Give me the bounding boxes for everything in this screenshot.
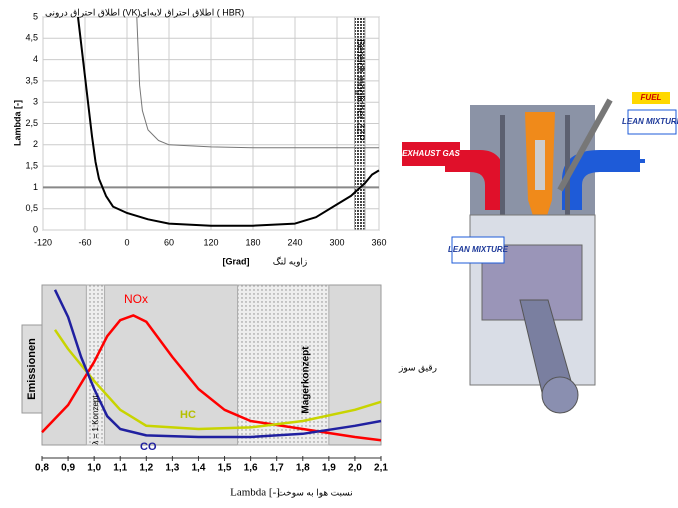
y-tick-label: 1 <box>33 182 38 192</box>
y-tick-label: 2 <box>33 139 38 149</box>
x-tick-label: 2,0 <box>348 463 362 474</box>
x-label-fa: نسبت هوا به سوخت <box>277 487 352 498</box>
crank <box>541 376 579 414</box>
legend-label: اطلاق احتراق لایه‌ای ( HBR) <box>140 7 244 18</box>
x-tick-label: 1,6 <box>244 463 258 474</box>
annotation: Magerkonzept <box>301 346 312 414</box>
label: EXHAUST GAS <box>402 149 460 158</box>
x-tick-label: 1,5 <box>218 463 232 474</box>
x-tick-label: 2,1 <box>374 463 388 474</box>
y-tick-label: 4 <box>33 54 38 64</box>
annotation: رقیق سوز <box>398 362 437 373</box>
x-tick-label: 0,8 <box>35 463 49 474</box>
engine-diagram: EXHAUST GAS FUEL LEAN MIXTURE LEAN MIXTU… <box>402 92 678 414</box>
x-tick-label: 360 <box>371 237 386 247</box>
x-label-fa: زاویه لنگ <box>273 255 308 267</box>
y-tick-label: 0,5 <box>25 203 38 213</box>
y-tick-label: 5 <box>33 11 38 21</box>
series-line <box>53 289 382 439</box>
x-tick-label: 1,4 <box>192 463 206 474</box>
label: FUEL <box>641 93 662 102</box>
x-tick-label: 1,1 <box>113 463 127 474</box>
label: LEAN MIXTURE <box>622 117 678 126</box>
region-label: Bereich möglicher ZZP <box>354 39 365 141</box>
x-tick-label: 1,9 <box>322 463 336 474</box>
y-tick-label: 3 <box>33 97 38 107</box>
y-label-box <box>21 324 43 414</box>
intake-port <box>562 150 640 210</box>
y-tick-label: 1,5 <box>25 160 38 170</box>
x-tick-label: 1,0 <box>87 463 101 474</box>
series-line <box>136 16 379 149</box>
valve <box>500 115 505 215</box>
series-label: CO <box>140 441 157 453</box>
series-label: HC <box>180 409 196 421</box>
label: LEAN MIXTURE <box>448 245 509 254</box>
x-tick-label: 1,8 <box>296 463 310 474</box>
label-box <box>632 92 670 104</box>
valve <box>565 115 570 215</box>
series-line <box>77 16 380 227</box>
label-box <box>451 236 505 264</box>
y-tick-label: 4,5 <box>25 33 38 43</box>
legend-label: اطلاق احتراق درونی (VK) <box>45 7 140 18</box>
x-tick-label: 0 <box>124 237 129 247</box>
x-tick-label: 180 <box>245 237 260 247</box>
annotation: λ = 1 Konzept <box>91 395 100 445</box>
series-line <box>41 314 382 442</box>
x-label: Lambda [-] <box>230 487 280 499</box>
x-tick-label: 1,3 <box>165 463 179 474</box>
x-tick-label: 60 <box>164 237 174 247</box>
spark-plug <box>535 140 545 190</box>
y-tick-label: 2,5 <box>25 118 38 128</box>
band <box>85 284 106 446</box>
y-tick-label: 3,5 <box>25 75 38 85</box>
x-tick-label: 300 <box>329 237 344 247</box>
x-tick-label: 0,9 <box>61 463 75 474</box>
x-tick-label: -120 <box>34 237 52 247</box>
label-box <box>402 142 460 166</box>
y-tick-label: 0 <box>33 224 38 234</box>
x-tick-label: -60 <box>78 237 91 247</box>
x-tick-label: 240 <box>287 237 302 247</box>
x-tick-label: 120 <box>203 237 218 247</box>
x-tick-label: 1,2 <box>139 463 153 474</box>
y-label: Emissionen <box>26 338 38 400</box>
x-tick-label: 1,7 <box>270 463 284 474</box>
series-line <box>53 329 382 431</box>
series-label: NOx <box>124 292 148 306</box>
y-label: Lambda [-] <box>12 100 22 146</box>
label-box <box>627 109 677 135</box>
x-label: [Grad] <box>223 256 250 266</box>
fuel-line <box>557 98 613 192</box>
